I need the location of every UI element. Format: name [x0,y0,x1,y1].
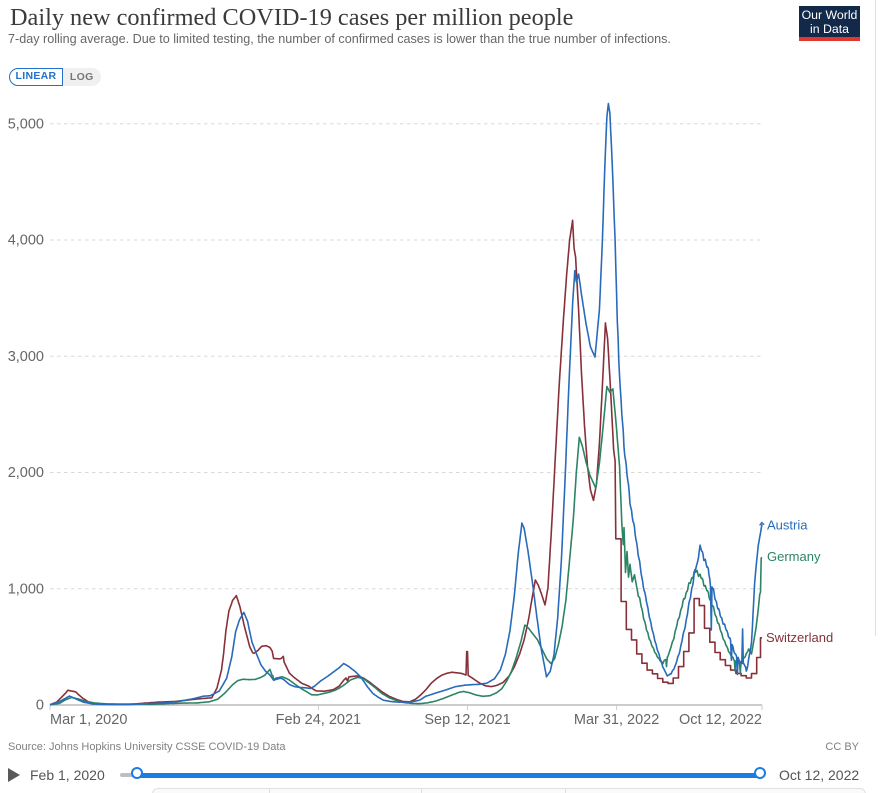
svg-text:Mar 1, 2020: Mar 1, 2020 [50,712,127,728]
svg-text:Germany: Germany [767,549,821,564]
svg-text:3,000: 3,000 [8,349,44,365]
svg-text:5,000: 5,000 [8,116,44,132]
svg-text:Mar 31, 2022: Mar 31, 2022 [574,712,659,728]
svg-text:4,000: 4,000 [8,233,44,249]
svg-text:Feb 24, 2021: Feb 24, 2021 [276,712,361,728]
svg-text:Oct 12, 2022: Oct 12, 2022 [679,712,762,728]
svg-text:2,000: 2,000 [8,465,44,481]
svg-text:Switzerland: Switzerland [766,630,833,645]
svg-text:Sep 12, 2021: Sep 12, 2021 [424,712,510,728]
svg-text:1,000: 1,000 [8,581,44,597]
svg-text:0: 0 [36,698,44,714]
svg-text:Austria: Austria [767,518,808,533]
